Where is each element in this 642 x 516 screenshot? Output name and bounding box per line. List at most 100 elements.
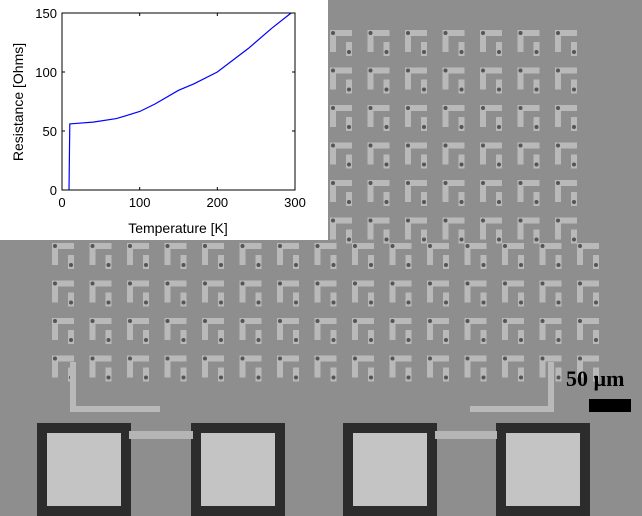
serpentine-segment xyxy=(218,367,224,382)
via-dot xyxy=(165,244,170,248)
via-dot xyxy=(572,87,576,92)
serpentine-segment xyxy=(89,280,112,287)
via-dot xyxy=(465,244,470,248)
serpentine-segment xyxy=(517,30,524,52)
via-dot xyxy=(503,356,507,361)
serpentine-segment xyxy=(442,217,449,240)
via-dot xyxy=(53,281,57,286)
serpentine-segment xyxy=(202,318,224,324)
serpentine-segment xyxy=(105,367,112,382)
via-dot xyxy=(556,375,561,380)
serpentine-segment xyxy=(367,67,374,90)
serpentine-segment xyxy=(421,192,427,206)
y-axis-label: Resistance [Ohms] xyxy=(10,43,26,161)
serpentine-segment xyxy=(442,180,449,202)
via-dot xyxy=(368,218,373,223)
via-dot xyxy=(165,281,170,286)
serpentine-segment xyxy=(389,243,396,265)
serpentine-segment xyxy=(517,180,524,202)
serpentine-segment xyxy=(517,105,540,111)
via-dot xyxy=(534,162,539,167)
serpentine-segment xyxy=(555,105,561,127)
serpentine-segment xyxy=(405,30,411,52)
via-dot xyxy=(390,319,395,323)
via-dot xyxy=(390,356,395,361)
serpentine-segment xyxy=(442,142,449,165)
serpentine-segment xyxy=(442,105,449,127)
serpentine-segment xyxy=(218,292,224,307)
serpentine-segment xyxy=(367,105,390,111)
pad-connector xyxy=(435,431,497,439)
via-dot xyxy=(428,281,432,286)
via-dot xyxy=(443,181,448,185)
serpentine-segment xyxy=(533,42,540,56)
via-dot xyxy=(422,50,426,54)
serpentine-segment xyxy=(239,318,246,340)
serpentine-segment xyxy=(239,243,262,249)
serpentine-segment xyxy=(218,255,224,269)
via-dot xyxy=(578,281,582,286)
serpentine-segment xyxy=(458,42,465,56)
contact-pad xyxy=(47,433,121,506)
serpentine-lead xyxy=(70,406,160,412)
serpentine-segment xyxy=(314,243,321,265)
via-dot xyxy=(519,375,523,380)
serpentine-segment xyxy=(555,30,577,36)
via-dot xyxy=(69,300,73,305)
via-dot xyxy=(428,356,432,361)
serpentine-segment xyxy=(389,243,412,249)
serpentine-segment xyxy=(202,280,208,303)
serpentine-segment xyxy=(533,79,540,94)
serpentine-segment xyxy=(421,154,427,169)
serpentine-segment xyxy=(421,79,427,94)
serpentine-segment xyxy=(52,318,58,340)
serpentine-segment xyxy=(239,280,262,287)
serpentine-segment xyxy=(367,217,374,240)
serpentine-segment xyxy=(164,280,171,303)
via-dot xyxy=(256,300,261,305)
serpentine-segment xyxy=(442,67,449,90)
serpentine-segment xyxy=(427,243,433,265)
via-dot xyxy=(443,31,448,35)
serpentine-segment xyxy=(383,192,390,206)
serpentine-segment xyxy=(577,243,599,249)
serpentine-segment xyxy=(427,280,449,287)
via-dot xyxy=(331,181,335,185)
via-dot xyxy=(240,356,245,361)
serpentine-segment xyxy=(593,292,599,307)
via-dot xyxy=(368,143,373,148)
serpentine-segment xyxy=(577,318,599,324)
serpentine-segment xyxy=(405,180,411,202)
via-dot xyxy=(347,237,351,242)
via-dot xyxy=(369,375,373,380)
serpentine-segment xyxy=(421,42,427,56)
via-dot xyxy=(578,244,582,248)
serpentine-segment xyxy=(330,180,336,202)
serpentine-segment xyxy=(367,142,374,165)
via-dot xyxy=(315,281,320,286)
serpentine-segment xyxy=(555,30,561,52)
series-line xyxy=(68,12,292,191)
serpentine-segment xyxy=(427,355,449,362)
via-dot xyxy=(519,300,523,305)
serpentine-segment xyxy=(405,105,411,127)
serpentine-segment xyxy=(539,318,562,324)
serpentine-segment xyxy=(458,79,465,94)
serpentine-segment xyxy=(330,292,337,307)
serpentine-segment xyxy=(539,280,546,303)
y-tick-label: 150 xyxy=(35,6,57,21)
serpentine-segment xyxy=(367,180,374,202)
serpentine-segment xyxy=(255,292,262,307)
y-tick-label: 100 xyxy=(35,65,57,80)
serpentine-segment xyxy=(443,255,449,269)
serpentine-segment xyxy=(496,117,502,131)
via-dot xyxy=(459,237,464,242)
serpentine-segment xyxy=(480,180,502,186)
via-dot xyxy=(53,319,57,323)
serpentine-segment xyxy=(518,292,524,307)
serpentine-segment xyxy=(496,192,502,206)
serpentine-segment xyxy=(517,142,524,165)
serpentine-segment xyxy=(555,67,561,90)
y-tick-label: 0 xyxy=(50,183,57,198)
via-dot xyxy=(384,87,389,92)
